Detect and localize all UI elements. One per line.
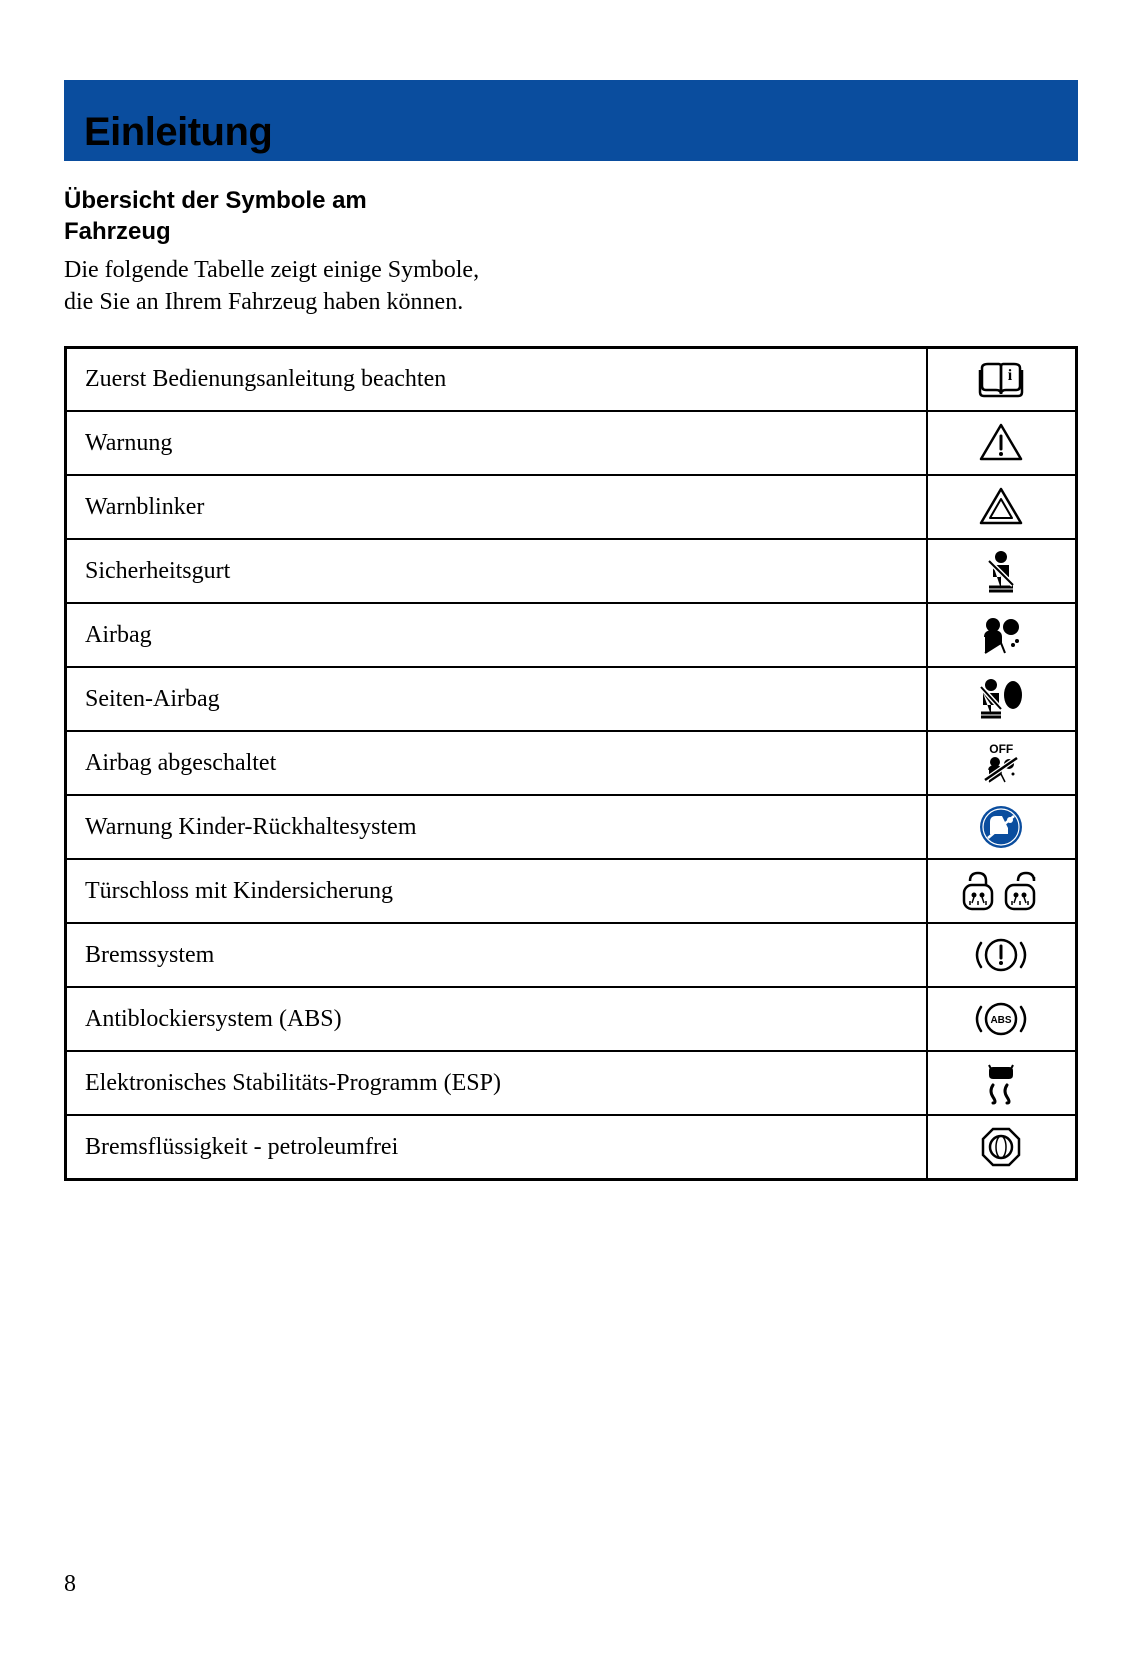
symbol-label: Zuerst Bedienungsanleitung beachten <box>66 347 927 411</box>
table-row: Bremssystem <box>66 923 1077 987</box>
table-row: Warnung <box>66 411 1077 475</box>
table-row: Seiten-Airbag <box>66 667 1077 731</box>
symbol-label: Warnblinker <box>66 475 927 539</box>
child-restraint-icon <box>927 795 1077 859</box>
warning-icon <box>927 411 1077 475</box>
document-page: Einleitung Übersicht der Symbole am Fahr… <box>0 0 1142 1221</box>
table-row: Airbag abgeschaltet OFF <box>66 731 1077 795</box>
subsection-title: Übersicht der Symbole am Fahrzeug <box>64 185 464 247</box>
manual-icon: i <box>927 347 1077 411</box>
abs-icon: ABS <box>927 987 1077 1051</box>
abs-text: ABS <box>991 1015 1012 1026</box>
symbol-label: Sicherheitsgurt <box>66 539 927 603</box>
section-header: Einleitung <box>64 80 1078 161</box>
table-row: Warnung Kinder-Rückhaltesystem <box>66 795 1077 859</box>
symbol-label: Airbag abgeschaltet <box>66 731 927 795</box>
symbol-label: Antiblockiersystem (ABS) <box>66 987 927 1051</box>
symbol-label: Türschloss mit Kindersicherung <box>66 859 927 923</box>
brake-icon <box>927 923 1077 987</box>
symbol-label: Seiten-Airbag <box>66 667 927 731</box>
symbol-label: Warnung <box>66 411 927 475</box>
table-row: Antiblockiersystem (ABS) ABS <box>66 987 1077 1051</box>
table-row: Bremsflüssigkeit - petroleumfrei <box>66 1115 1077 1179</box>
section-title: Einleitung <box>84 110 1078 155</box>
svg-text:i: i <box>1008 367 1013 384</box>
symbol-label: Warnung Kinder-Rückhaltesystem <box>66 795 927 859</box>
table-row: Türschloss mit Kindersicherung <box>66 859 1077 923</box>
symbol-label: Airbag <box>66 603 927 667</box>
side-airbag-icon <box>927 667 1077 731</box>
symbol-label: Bremssystem <box>66 923 927 987</box>
table-row: Airbag <box>66 603 1077 667</box>
seatbelt-icon <box>927 539 1077 603</box>
symbol-label: Elektronisches Stabilitäts-Programm (ESP… <box>66 1051 927 1115</box>
table-row: Zuerst Bedienungsanleitung beachten i <box>66 347 1077 411</box>
hazard-icon <box>927 475 1077 539</box>
brake-fluid-icon <box>927 1115 1077 1179</box>
symbol-label: Bremsflüssigkeit - petroleumfrei <box>66 1115 927 1179</box>
airbag-icon <box>927 603 1077 667</box>
child-lock-icon <box>927 859 1077 923</box>
esp-icon <box>927 1051 1077 1115</box>
table-row: Elektronisches Stabilitäts-Programm (ESP… <box>66 1051 1077 1115</box>
airbag-off-icon: OFF <box>927 731 1077 795</box>
symbol-table: Zuerst Bedienungsanleitung beachten i Wa… <box>64 346 1078 1181</box>
intro-text: Die folgende Tabelle zeigt einige Symbol… <box>64 255 494 317</box>
page-number: 8 <box>64 1571 76 1598</box>
table-row: Sicherheitsgurt <box>66 539 1077 603</box>
table-row: Warnblinker <box>66 475 1077 539</box>
